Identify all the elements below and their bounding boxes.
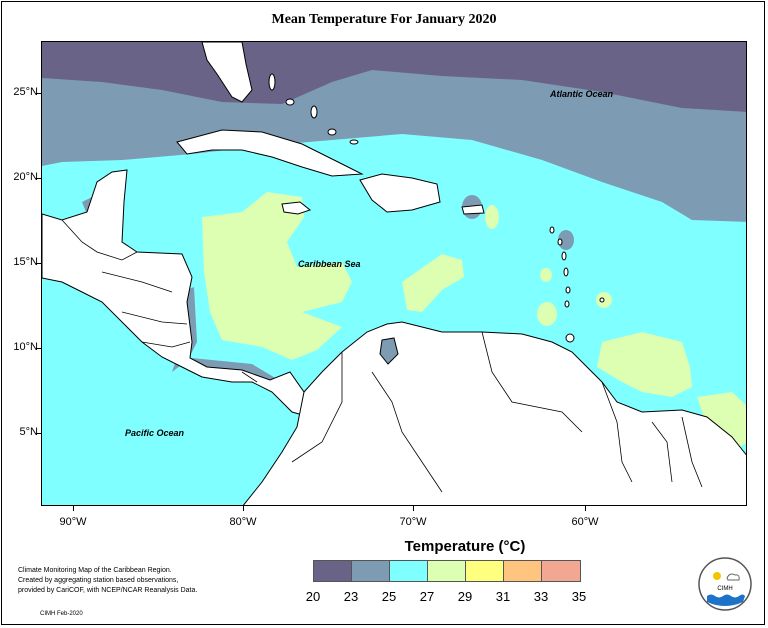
zone-27-29-lesser-antilles (540, 268, 552, 282)
land-cuba (176, 129, 364, 177)
lon-tick-70w (413, 506, 414, 511)
map-description: Climate Monitoring Map of the Caribbean … (18, 566, 197, 596)
legend-swatch-31-33 (504, 561, 542, 581)
land-lake-maracaibo (379, 337, 399, 365)
lon-label-90w: 90°W (59, 516, 87, 528)
lat-tick-25n (36, 93, 41, 94)
cimh-logo: CIMH (698, 557, 752, 611)
note-line: provided by CariCOF, with NCEP/NCAR Rean… (18, 587, 198, 594)
lat-label-25n: 25°N (13, 86, 38, 98)
legend-title: Temperature (°C) (404, 538, 526, 555)
zone-27-29-western-caribbean (202, 192, 352, 360)
legend-label: 20 (305, 589, 321, 604)
pacific-ocean-label: Pacific Ocean (125, 428, 185, 438)
lat-tick-15n (36, 263, 41, 264)
lat-tick-5n (36, 433, 41, 434)
legend-label: 25 (381, 589, 397, 604)
lat-tick-10n (36, 348, 41, 349)
lon-tick-90w (73, 506, 74, 511)
legend-label: 35 (571, 589, 587, 604)
land-bahamas (268, 73, 359, 145)
land-south-america (242, 321, 746, 505)
country-borders (61, 219, 703, 493)
zone-27-29-windward (537, 302, 557, 326)
legend-swatch-20-23 (314, 561, 352, 581)
zone-23-25-dominica (558, 230, 574, 250)
legend-swatch-25-27 (390, 561, 428, 581)
caribbean-sea-label: Caribbean Sea (298, 259, 361, 269)
note-line: Created by aggregating station based obs… (18, 577, 179, 584)
lat-tick-20n (36, 178, 41, 179)
map-canvas (42, 42, 746, 505)
land-hispaniola (359, 173, 441, 213)
zone-27-29-colombia-coast (402, 254, 464, 312)
zone-27-29-pr-east (485, 205, 499, 229)
lat-label-10n: 10°N (13, 341, 38, 353)
temperature-map (41, 41, 747, 506)
note-line: Climate Monitoring Map of the Caribbean … (18, 567, 172, 574)
legend-swatch-23-25 (352, 561, 390, 581)
lon-label-80w: 80°W (229, 516, 257, 528)
legend-swatch-33-35 (542, 561, 580, 581)
credit-text: CIMH Feb-2020 (40, 611, 83, 617)
legend-label: 29 (457, 589, 473, 604)
legend-color-bar (313, 560, 581, 582)
legend-label: 31 (495, 589, 511, 604)
legend-label: 33 (533, 589, 549, 604)
lat-label-5n: 5°N (19, 426, 38, 438)
logo-text: CIMH (717, 586, 732, 592)
lon-label-60w: 60°W (571, 516, 599, 528)
land-florida (201, 42, 253, 103)
land-lesser-antilles (549, 226, 605, 343)
legend-label: 27 (419, 589, 435, 604)
land-jamaica (281, 201, 312, 215)
map-title: Mean Temperature For January 2020 (271, 12, 497, 27)
legend-swatch-29-31 (466, 561, 504, 581)
land-central-america (42, 169, 311, 418)
legend-label: 23 (343, 589, 359, 604)
atlantic-ocean-label: Atlantic Ocean (550, 89, 614, 99)
land-puerto-rico (461, 204, 485, 215)
lon-tick-60w (585, 506, 586, 511)
lat-label-15n: 15°N (13, 256, 38, 268)
lon-label-70w: 70°W (399, 516, 427, 528)
legend-swatch-27-29 (428, 561, 466, 581)
lat-label-20n: 20°N (13, 171, 38, 183)
lon-tick-80w (243, 506, 244, 511)
